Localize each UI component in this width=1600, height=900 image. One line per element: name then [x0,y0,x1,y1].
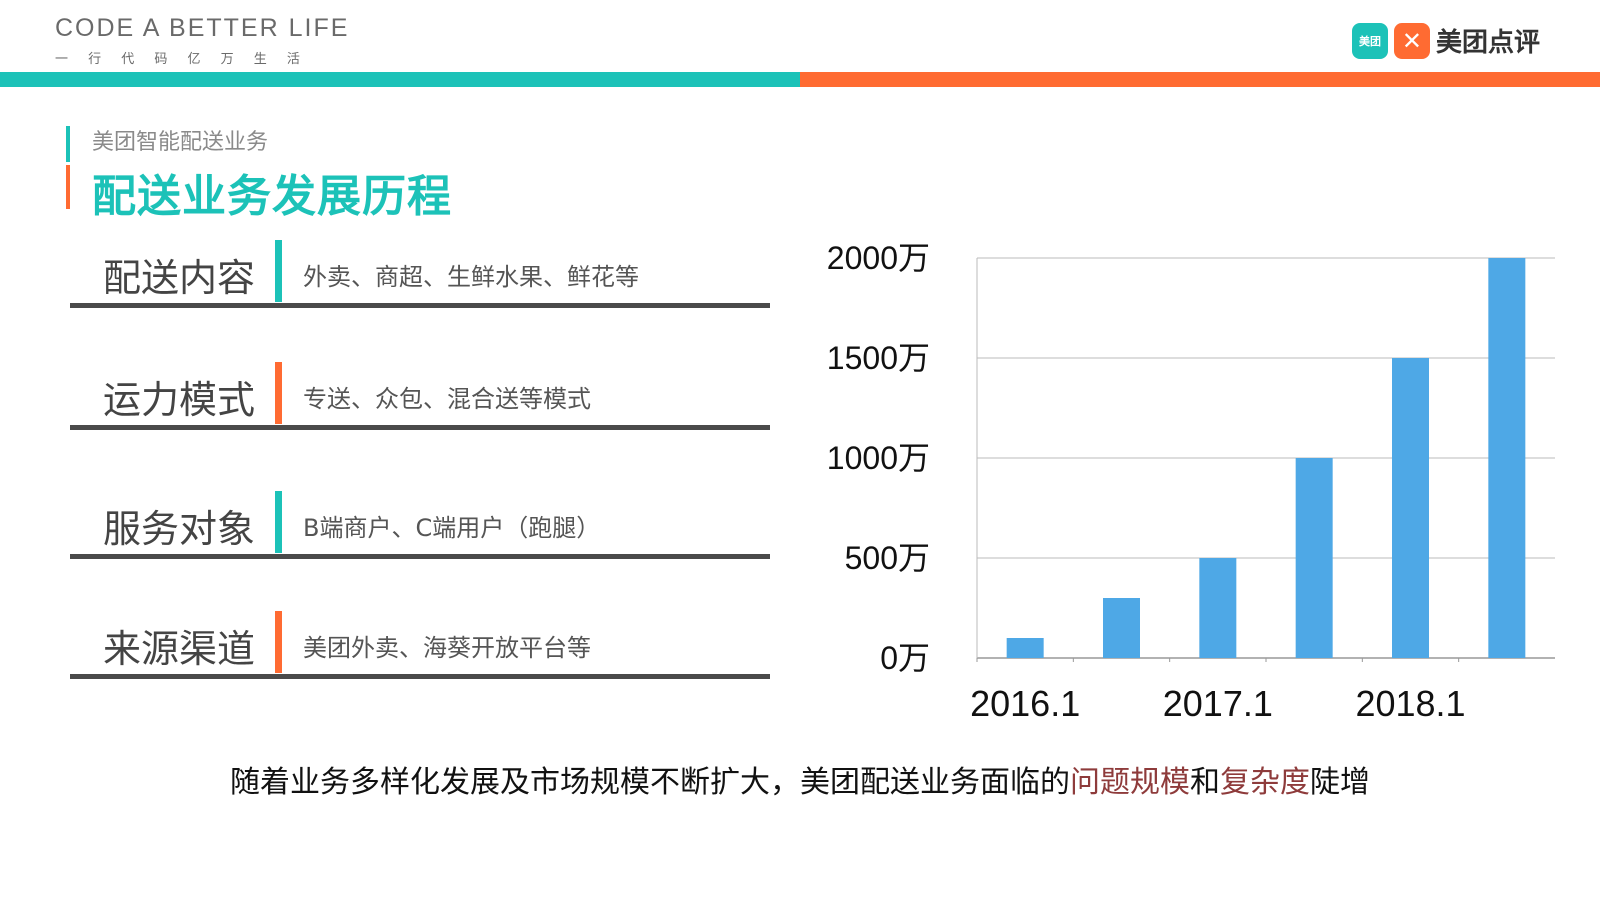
y-tick-label: 500万 [845,540,930,576]
footer-statement: 随着业务多样化发展及市场规模不断扩大，美团配送业务面临的问题规模和复杂度陡增 [0,757,1600,801]
subtitle-accent [66,126,70,162]
brand-slogan: CODE A BETTER LIFE [55,14,350,42]
row-divider [70,554,770,559]
growth-bar-chart: 0万 500万 1000万 1500万 2000万 2016.1 2017.1 2018.1 [827,240,1555,724]
bar [1392,358,1429,658]
meituan-dianping-logo: 美团 ✕ 美团点评 [1351,22,1540,59]
row-divider [70,674,770,679]
row-text: 专送、众包、混合送等模式 [303,385,591,413]
x-tick-label: 2016.1 [970,683,1080,724]
footer-text: 随着业务多样化发展及市场规模不断扩大，美团配送业务面临的 [230,765,1070,800]
y-tick-label: 0万 [880,640,930,676]
row-label: 运力模式 [103,378,256,422]
row-accent-bar [275,240,282,302]
info-row: 服务对象 B端商户、C端用户（跑腿） [70,489,770,559]
row-divider [70,303,770,308]
brand-slogan-cn: 一 行 代 码 亿 万 生 活 [55,52,308,67]
row-accent-bar [275,491,282,553]
row-label: 服务对象 [103,507,256,551]
footer-text-end: 陡增 [1310,765,1370,800]
logo-text: 美团点评 [1435,28,1540,58]
section-subtitle: 美团智能配送业务 [92,130,269,155]
header-bar-teal [0,72,800,87]
header-bar-orange [800,72,1600,87]
footer-text-and: 和 [1190,765,1220,800]
row-divider [70,425,770,430]
bar [1199,558,1237,658]
bar [1295,458,1333,658]
row-label: 来源渠道 [103,627,256,671]
row-text: 美团外卖、海葵开放平台等 [303,634,591,662]
info-row: 运力模式 专送、众包、混合送等模式 [70,360,770,430]
row-accent-bar [275,362,282,424]
y-tick-label: 2000万 [827,240,930,276]
meituan-logo-icon: 美团 [1351,22,1388,59]
info-row: 来源渠道 美团外卖、海葵开放平台等 [70,609,770,679]
title-accent [66,165,70,209]
row-label: 配送内容 [103,256,256,300]
row-accent-bar [275,611,282,673]
y-tick-label: 1000万 [827,440,930,476]
bar [1006,638,1044,658]
footer-highlight-scale: 问题规模 [1070,765,1190,800]
x-tick-label: 2017.1 [1163,683,1273,724]
row-text: 外卖、商超、生鲜水果、鲜花等 [303,263,639,291]
page-title: 配送业务发展历程 [92,171,452,222]
dianping-logo-icon: ✕ [1393,22,1430,59]
bar [1488,258,1526,658]
y-tick-label: 1500万 [827,340,930,376]
info-row: 配送内容 外卖、商超、生鲜水果、鲜花等 [70,238,770,308]
row-text: B端商户、C端用户（跑腿） [303,514,601,542]
x-tick-label: 2018.1 [1355,683,1465,724]
footer-highlight-complexity: 复杂度 [1220,765,1310,800]
bar [1103,598,1140,658]
